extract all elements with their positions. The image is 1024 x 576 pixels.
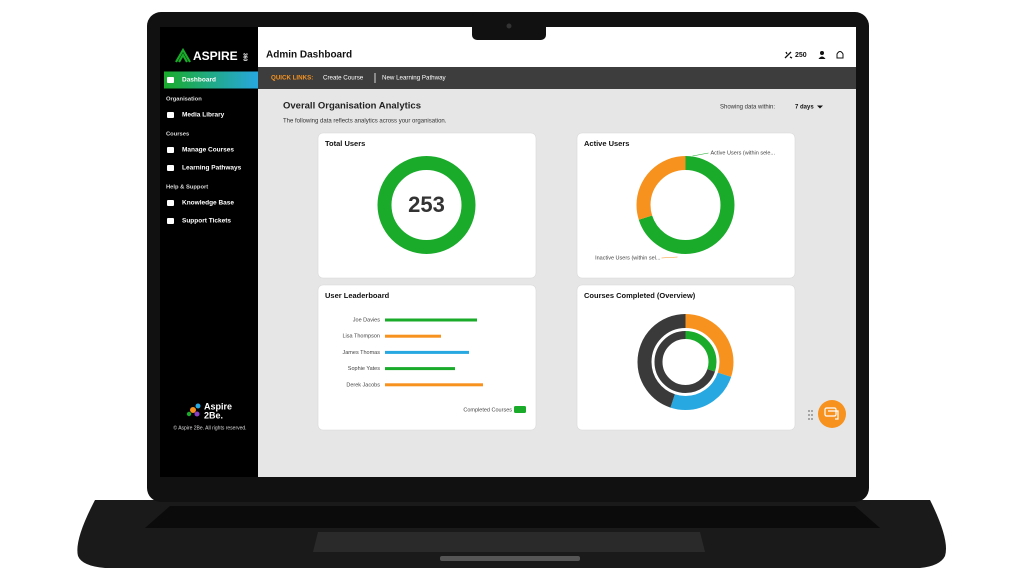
nav-link[interactable]: Dashboard [182,77,216,84]
card: Active Users Active Users (within sele...… [576,132,796,279]
nav-link[interactable]: Manage Courses [182,147,234,154]
navigation: Dashboard Organisation Media Library Course… [164,71,258,225]
nav-heading: Organisation [166,97,202,103]
center-value: 253 [408,192,445,217]
slice-label: Inactive Users (within sel... [595,255,661,261]
quick-link[interactable]: New Learning Pathway [382,75,447,82]
chat-button[interactable] [818,400,846,428]
card-bg [576,132,796,279]
range-select[interactable]: 7 days [795,105,823,111]
bar [385,318,477,322]
drag-handle [808,410,813,420]
points-icon [784,51,793,59]
card: Total Users 253 [317,132,537,279]
donut-segment [636,156,735,254]
page-title: Admin Dashboard [266,50,352,61]
bar [385,383,483,387]
quick-links-label: QUICK LINKS: [271,75,313,82]
card-title: User Leaderboard [325,291,390,300]
cards: Total Users 253 Active Users Active Users (… [317,132,796,431]
card-title: Active Users [584,139,629,148]
range-value: 7 days [795,105,814,111]
camera [506,23,512,29]
profile-button[interactable] [818,51,826,59]
legend-label: Completed Courses [463,407,512,413]
trackpad [313,532,705,552]
nav-link[interactable]: Knowledge Base [182,200,234,207]
header [258,27,856,67]
nav-icon [167,112,174,118]
donut-segment [654,331,717,393]
section-subtitle: The following data reflects analytics ac… [283,119,447,125]
nav-icon [167,77,174,83]
donut-segment [377,156,476,254]
nav-heading: Help & Support [166,185,208,191]
nav-link[interactable]: Learning Pathways [182,165,242,172]
card-bg [317,284,537,431]
card-title: Courses Completed (Overview) [584,291,696,300]
bar [385,334,441,338]
slice-label: Active Users (within sele... [711,150,776,156]
nav-link[interactable]: Support Tickets [182,218,231,225]
quick-link[interactable]: Create Course [323,75,364,82]
copyright: © Aspire 2Be. All rights reserved. [173,424,246,431]
nav-icon [167,147,174,153]
sidebar [160,27,258,477]
nav-icon [167,165,174,171]
leader-line [692,152,709,157]
hinge [440,556,580,561]
bar-label: Joe Davies [353,317,380,323]
card: User Leaderboard Joe Davies Lisa Thompson J… [317,284,537,431]
nav-heading: Courses [166,132,189,138]
bar-label: Sophie Yates [348,366,380,372]
active-nav-bg [164,71,258,89]
logo-icon [175,47,191,63]
brand: 2Be. [204,410,223,420]
bar [385,350,469,354]
points: 250 [795,52,807,59]
donut-segment [637,314,734,410]
logo: ASPIRE [193,49,238,63]
section-title: Overall Organisation Analytics [283,101,421,112]
legend-swatch [514,406,526,413]
bar-label: James Thomas [343,350,381,356]
keyboard [145,506,880,528]
card-bg [576,284,796,431]
brand-icon [186,403,201,417]
notifications-button[interactable] [836,51,844,59]
quick-links-bar [258,67,856,89]
bar-label: Derek Jacobs [346,382,380,388]
bar-label: Lisa Thompson [342,334,380,340]
card: Courses Completed (Overview) [576,284,796,431]
bar [385,367,455,371]
range-label: Showing data within: [720,105,775,111]
nav-icon [167,218,174,224]
nav-link[interactable]: Media Library [182,112,225,119]
brand: Aspire [204,401,232,411]
card-title: Total Users [325,139,365,148]
logo-sub: 360 [242,53,248,62]
card-bg [317,132,537,279]
nav-icon [167,200,174,206]
donut-segment [637,314,734,410]
leader-line [661,256,678,259]
